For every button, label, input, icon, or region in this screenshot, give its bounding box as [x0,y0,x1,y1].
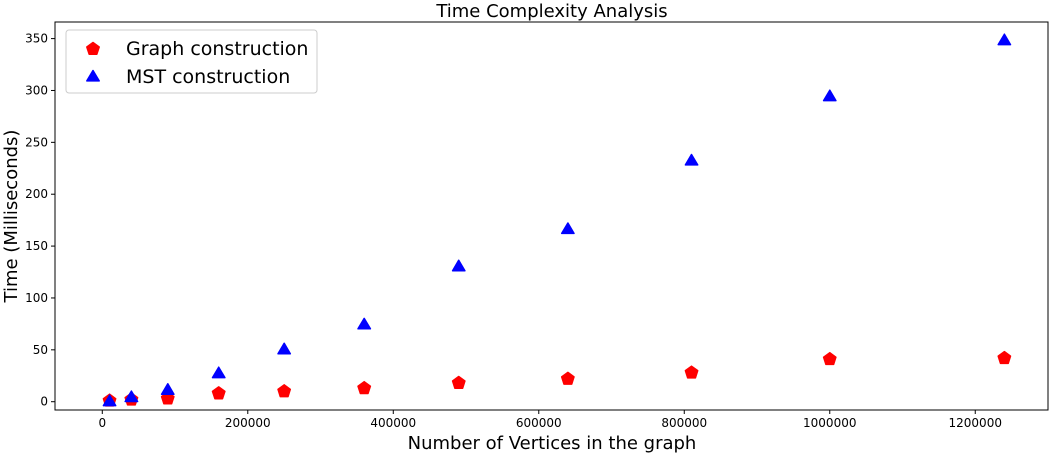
x-tick-label: 0 [98,416,106,430]
data-points [102,33,1012,407]
mst-construction-point [124,390,139,403]
graph-construction-point [357,380,372,395]
triangle-marker-icon [86,69,100,82]
y-tick-label: 350 [25,32,48,46]
mst-construction-point [560,222,575,235]
graph-construction-point [451,375,466,390]
graph-construction-point [211,386,226,400]
legend-label-mst-construction: MST construction [126,66,290,88]
y-tick-label: 150 [25,239,48,253]
mst-construction-point [997,33,1012,46]
y-tick-label: 200 [25,187,48,201]
mst-construction-point [102,394,117,407]
y-tick-label: 50 [33,343,48,357]
x-tick-label: 800000 [661,416,707,430]
mst-construction-point [277,342,292,355]
x-tick-label: 200000 [225,416,271,430]
pentagon-marker-icon [86,41,100,56]
mst-construction-point [822,89,837,102]
graph-construction-point [684,365,699,379]
x-axis-label: Number of Vertices in the graph [408,433,697,454]
graph-construction-point [997,350,1012,365]
x-tick-label: 1200000 [949,416,1002,430]
graph-construction-point [160,391,175,405]
x-tick-label: 400000 [370,416,416,430]
graph-construction-point [822,351,837,366]
x-tick-label: 600000 [516,416,562,430]
y-tick-label: 100 [25,291,48,305]
legend-marker-mst-construction [86,69,100,82]
mst-construction-point [684,153,699,166]
y-tick-label: 0 [40,395,48,409]
x-axis: 0 200000 400000 600000 800000 1000000 1200000 [98,410,1002,430]
graph-construction-point [277,384,292,398]
legend-box [65,29,318,94]
legend: Graph construction MST construction [65,29,318,94]
mst-construction-point [211,366,226,379]
chart-title: Time Complexity Analysis [435,1,667,22]
mst-construction-point [357,317,372,330]
graph-construction-point [560,371,575,385]
y-tick-label: 300 [25,83,48,97]
y-tick-label: 250 [25,135,48,149]
x-tick-label: 1000000 [803,416,856,430]
mst-construction-point [451,259,466,272]
y-axis-label: Time (Milliseconds) [1,130,22,304]
legend-label-graph-construction: Graph construction [126,38,308,60]
y-axis: 0 50 100 150 200 250 300 350 [25,32,55,409]
plot-frame [54,21,1049,411]
mst-construction-point [160,383,175,395]
legend-marker-graph-construction [86,41,100,56]
